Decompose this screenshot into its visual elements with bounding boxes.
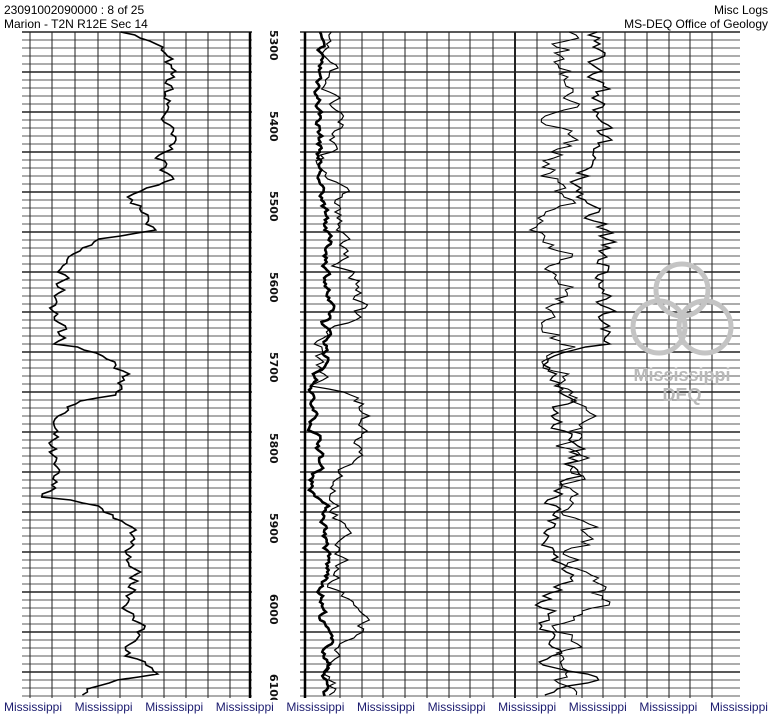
depth-label: 5800 xyxy=(267,432,280,464)
depth-label: 5900 xyxy=(267,513,280,544)
mdeq-logo-icon xyxy=(630,261,734,356)
footer-label: Mississippi xyxy=(286,700,345,714)
mdeq-watermark: Mississippi DEQ xyxy=(622,255,742,405)
footer-label: Mississippi xyxy=(639,700,698,714)
log-type: Misc Logs xyxy=(713,3,768,17)
watermark-line2: DEQ xyxy=(662,385,702,405)
well-location: Marion - T2N R12E Sec 14 xyxy=(4,17,148,31)
agency: MS-DEQ Office of Geology xyxy=(624,17,768,31)
sp-curve xyxy=(40,31,177,696)
footer-label: Mississippi xyxy=(356,700,415,714)
footer-watermark: Mississippi Mississippi Mississippi Mississ… xyxy=(0,700,772,714)
footer-label: Mississippi xyxy=(215,700,274,714)
well-id-page: 23091002090000 : 8 of 25 xyxy=(4,3,145,17)
footer-label: Mississippi xyxy=(74,700,133,714)
watermark-line1: Mississippi xyxy=(633,365,731,385)
conductivity-curve xyxy=(534,31,618,696)
depth-label: 6000 xyxy=(267,593,280,625)
footer-label: Mississippi xyxy=(568,700,627,714)
induction-curve xyxy=(528,31,611,696)
footer-label: Mississippi xyxy=(498,700,557,714)
footer-label: Mississippi xyxy=(145,700,204,714)
depth-label: 5400 xyxy=(267,110,280,142)
gamma-curve xyxy=(306,31,336,697)
resistivity-curve xyxy=(308,31,372,696)
footer-label: Mississippi xyxy=(4,700,63,714)
footer-label: Mississippi xyxy=(427,700,486,714)
depth-label: 5300 xyxy=(267,30,280,61)
depth-label: 5500 xyxy=(267,191,280,222)
footer-label: Mississippi xyxy=(709,700,768,714)
depth-label: 5700 xyxy=(267,352,280,383)
depth-label: 5600 xyxy=(267,271,280,303)
